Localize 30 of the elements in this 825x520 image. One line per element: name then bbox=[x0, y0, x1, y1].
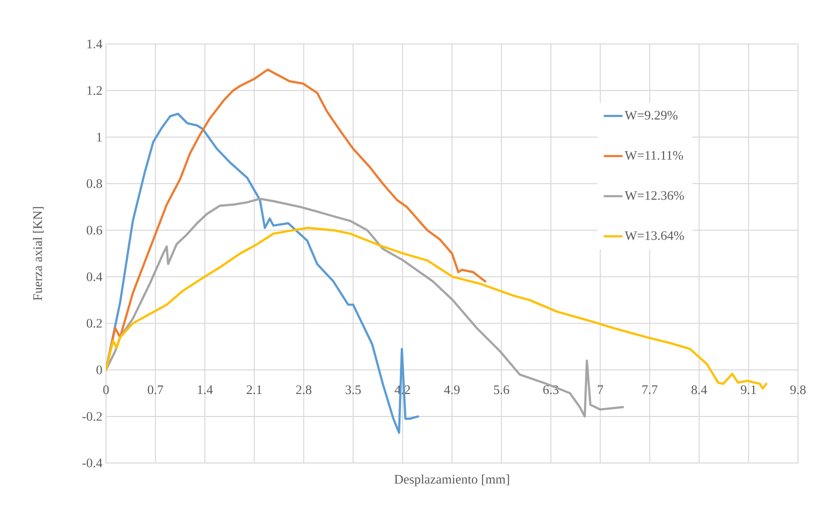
x-tick-label: 2.1 bbox=[246, 385, 262, 394]
y-tick-label: 0.2 bbox=[86, 318, 102, 328]
y-tick-label: 0.4 bbox=[86, 272, 102, 282]
y-axis-title: Fuerza axial [KN] bbox=[32, 207, 44, 300]
x-tick-label: 7.7 bbox=[642, 385, 658, 394]
x-tick-label: 9.8 bbox=[790, 385, 806, 394]
y-tick-label: 0.8 bbox=[86, 179, 102, 188]
line-series bbox=[106, 68, 486, 371]
x-tick-label: 0 bbox=[103, 385, 109, 394]
y-tick-label: -0.2 bbox=[82, 412, 102, 421]
y-tick-label: -0.4 bbox=[82, 458, 102, 468]
x-tick-label: 5.6 bbox=[494, 385, 510, 394]
y-tick-label: 1.2 bbox=[87, 86, 102, 95]
x-tick-label: 3.5 bbox=[346, 385, 361, 394]
x-tick-label: 0.7 bbox=[148, 385, 164, 394]
x-tick-label: 7 bbox=[598, 385, 604, 394]
x-tick-label: 4.9 bbox=[444, 385, 460, 394]
x-tick-label: 8.4 bbox=[692, 385, 708, 394]
x-tick-label: 2.8 bbox=[296, 385, 312, 394]
y-tick-label: 1 bbox=[97, 132, 102, 142]
legend-label: W=11.11% bbox=[624, 150, 684, 160]
x-tick-label: 9.1 bbox=[740, 385, 756, 394]
legend-label: W=12.36% bbox=[624, 191, 684, 200]
x-tick-label: 1.4 bbox=[198, 385, 213, 394]
y-tick-label: 0.6 bbox=[86, 226, 102, 235]
legend-label: W=13.64% bbox=[624, 231, 684, 240]
y-tick-label: 0 bbox=[96, 366, 102, 374]
legend-label: W=9.29% bbox=[624, 110, 678, 120]
y-tick-label: 1.4 bbox=[87, 40, 102, 48]
x-axis-title: Desplazamiento [mm] bbox=[394, 474, 509, 486]
